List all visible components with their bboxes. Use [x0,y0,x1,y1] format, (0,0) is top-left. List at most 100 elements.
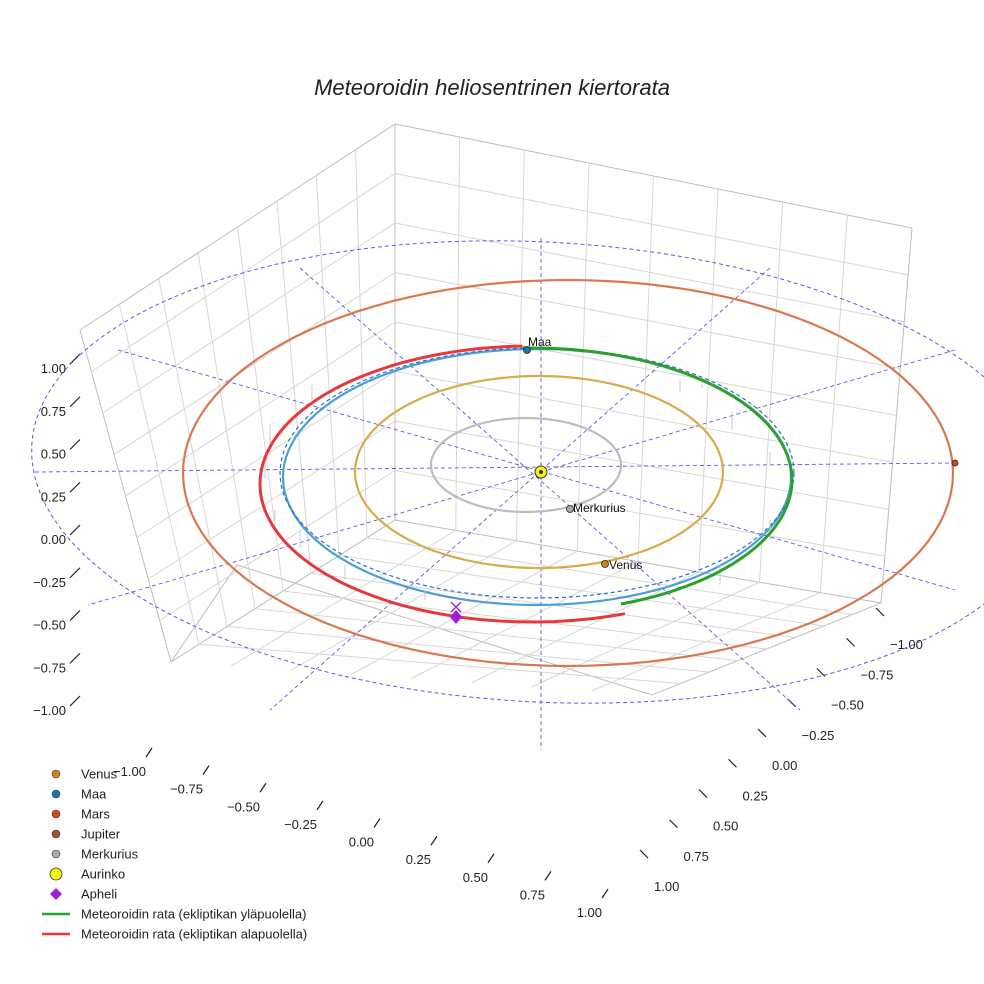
legend-marker [51,849,61,859]
venus-label: Venus [609,558,642,572]
ecliptic-spoke [299,267,801,711]
y-tick-mark [757,728,767,738]
grid-line [125,321,396,497]
z-tick-label: 0.00 [41,532,66,547]
z-tick-mark [69,524,81,536]
legend-label: Meteoroidin rata (ekliptikan yläpuolella… [81,907,306,922]
z-tick-label: −0.50 [33,618,66,633]
x-tick-mark [601,888,609,899]
planet-orbits [181,278,955,668]
meteoroid-orbit [258,344,794,624]
y-tick-mark [728,758,737,768]
grid-line [366,537,853,615]
legend-marker [51,789,61,799]
legend-label: Merkurius [81,847,139,862]
grid-line [394,470,885,557]
legend-label: Apheli [81,887,117,902]
merkurius-label: Merkurius [573,501,626,515]
x-tick-label: −0.50 [227,799,260,814]
ecliptic-spoke [269,267,771,711]
y-tick-label: −0.75 [861,667,894,682]
y-tick-mark [669,819,678,829]
x-tick-mark [316,800,324,811]
axis-ticks: 1.00 0.75 0.50 0.25 0.00 −0.25 −0.50 −0.75 −1.00… [33,353,923,920]
grid-line [591,592,821,692]
legend-marker [51,829,61,839]
legend-label: Jupiter [81,827,121,842]
grid-line [819,214,848,593]
grid-line [315,175,340,556]
ecliptic-ellipse [31,240,984,704]
z-tick-mark [69,439,81,450]
maa-marker [523,346,531,354]
y-tick-label: −0.25 [802,728,835,743]
x-tick-mark [145,747,153,758]
legend-label: Aurinko [81,867,125,882]
mars-marker [951,459,959,467]
orbit-merkurius [429,416,623,514]
y-tick-mark [846,637,855,647]
x-tick-mark [544,871,552,881]
legend-marker [51,809,61,819]
orbit-mars [181,278,955,668]
legend-label: Meteoroidin rata (ekliptikan alapuolella… [81,927,307,942]
aphelion-projection-marker [450,601,462,613]
y-tick-mark [639,849,649,859]
y-tick-mark [816,668,826,677]
x-tick-label: −1.00 [113,764,146,779]
z-tick-label: 0.75 [41,404,66,419]
z-tick-mark [69,652,81,664]
y-tick-label: 0.25 [743,788,768,803]
z-tick-label: 1.00 [41,361,66,376]
y-tick-label: −0.50 [831,698,864,713]
y-tick-label: 0.75 [684,849,709,864]
chart-title: Meteoroidin heliosentrinen kiertorata [314,75,670,100]
grid-line [338,555,824,627]
x-tick-mark [487,853,495,864]
legend-label: Venus [81,767,118,782]
grid-line [147,420,396,580]
meteoroid-stems [264,378,771,600]
x-tick-mark [373,818,381,828]
y-tick-label: −1.00 [890,637,923,652]
grid-line [394,420,889,510]
x-tick-mark [259,782,267,793]
z-tick-label: −0.75 [33,660,66,675]
x-tick-label: −0.75 [170,782,203,797]
x-tick-mark [430,835,438,846]
y-tick-mark [698,789,708,798]
x-tick-label: −0.25 [284,817,317,832]
orbit-venus [353,374,725,570]
z-tick-mark [69,481,81,493]
grid-line [759,201,784,583]
z-tick-mark [69,695,81,707]
meteoroid-orbit-below [258,344,626,624]
orbit-maa-projection [279,347,795,599]
venus-marker [601,560,609,568]
ecliptic-spoke [87,349,956,606]
grid-line [411,561,639,679]
z-tick-label: 0.25 [41,489,66,504]
x-tick-mark [202,765,210,775]
grid-line [531,581,760,688]
y-tick-label: 0.00 [772,758,797,773]
legend-marker [51,769,61,779]
x-tick-label: 1.00 [577,905,602,920]
grid-line [394,371,893,463]
legend: Venus Maa Mars Jupiter Merkurius Aurinko Aphel… [42,767,307,942]
sun-center [539,470,543,474]
x-tick-label: 0.00 [349,835,374,850]
grid-line [394,321,897,416]
grid-line [355,149,368,538]
maa-label: Maa [528,335,552,349]
merkurius-marker [566,505,574,513]
z-tick-label: 0.50 [41,447,66,462]
y-tick-mark [875,607,885,617]
body-markers: Maa Venus Merkurius [450,335,959,624]
meteoroid-orbit-above [522,346,794,606]
z-tick-mark [69,567,81,579]
x-tick-label: 0.50 [463,870,488,885]
legend-marker [50,888,62,900]
x-tick-label: 0.25 [406,852,431,867]
